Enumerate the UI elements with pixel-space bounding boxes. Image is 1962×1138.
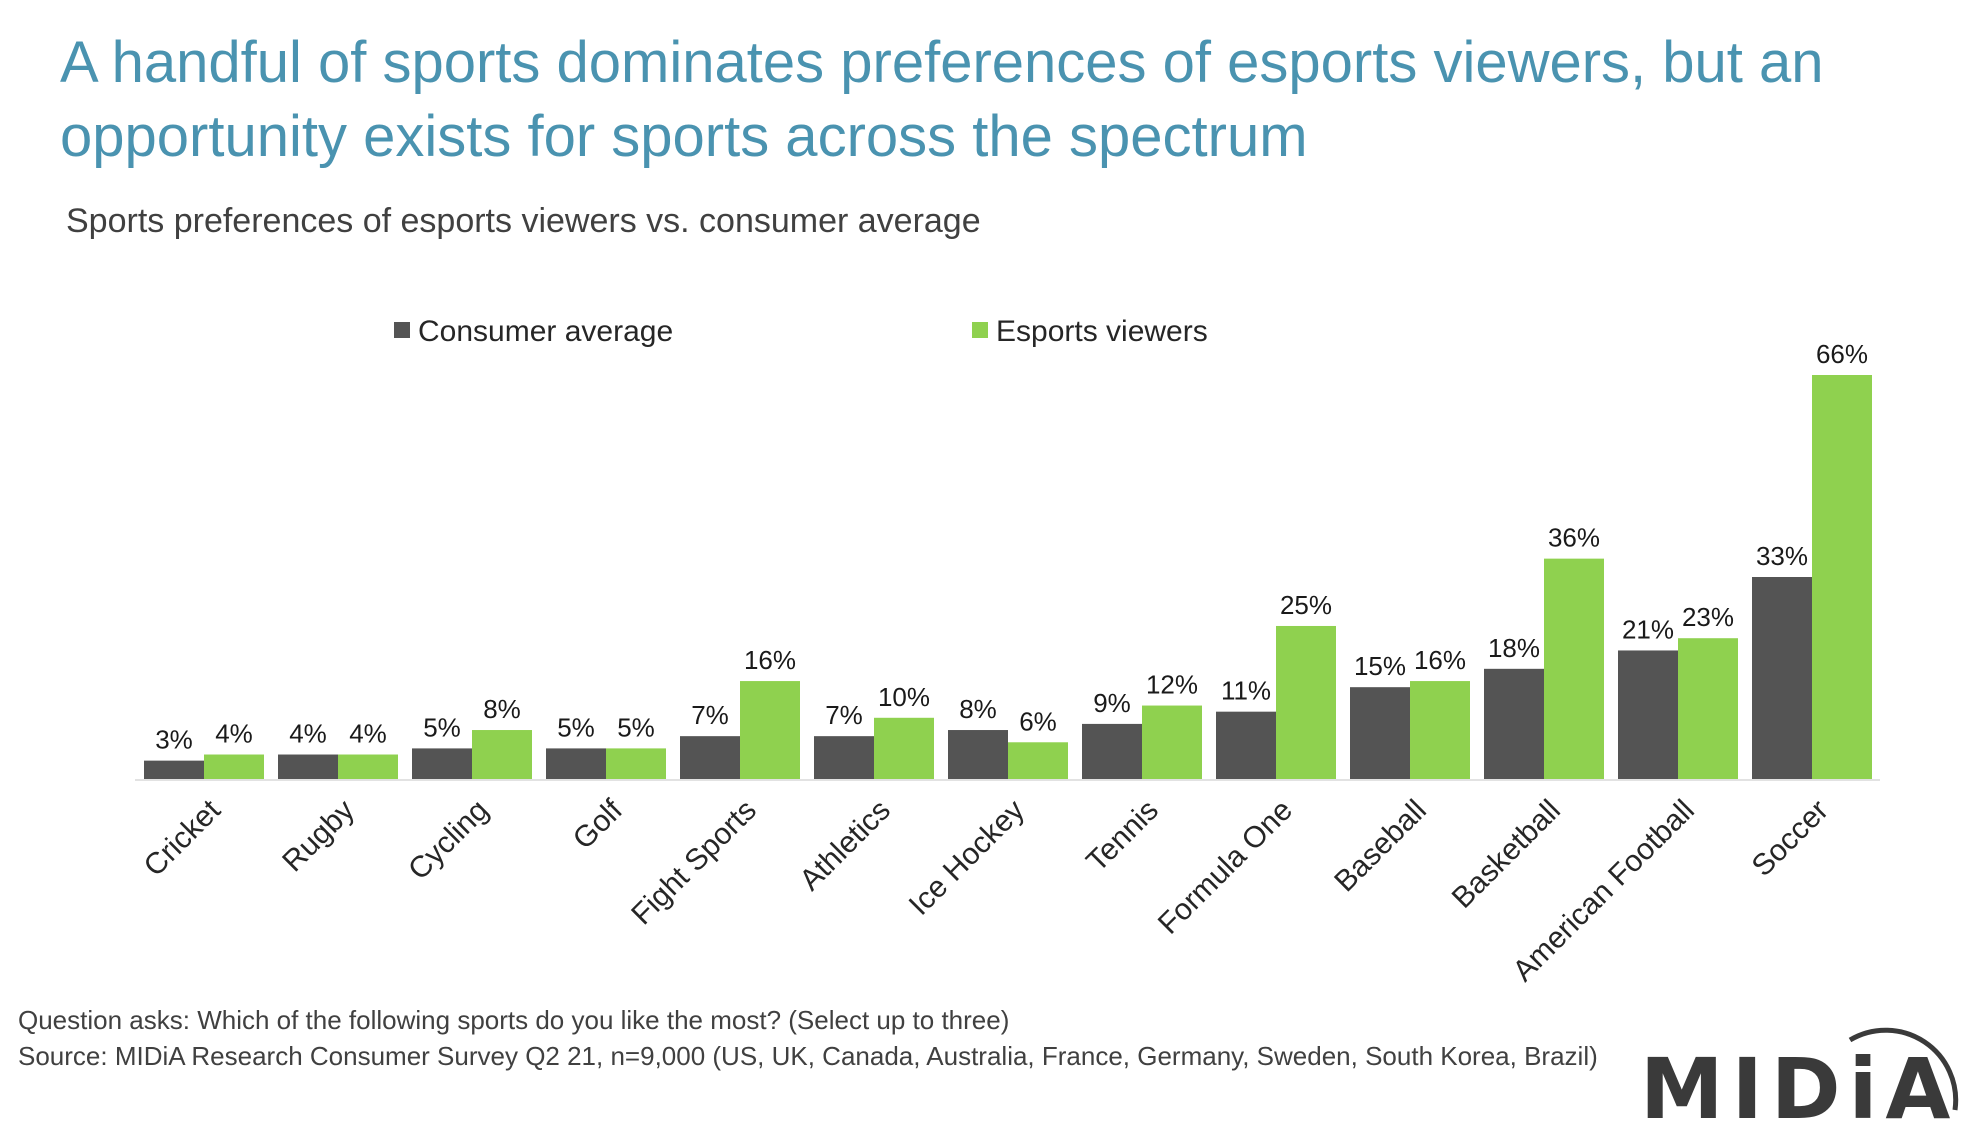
data-label-esports-viewers-ice-hockey: 6% — [1019, 706, 1057, 736]
bar-consumer-average-baseball — [1350, 687, 1410, 779]
data-label-consumer-average-formula-one: 11% — [1221, 676, 1271, 706]
x-tick-label-ice-hockey: Ice Hockey — [903, 794, 1031, 922]
x-tick-label-rugby: Rugby — [276, 794, 361, 879]
data-label-esports-viewers-cycling: 8% — [483, 694, 521, 724]
x-tick-label-formula-one: Formula One — [1152, 794, 1299, 941]
data-label-consumer-average-soccer: 33% — [1756, 541, 1808, 571]
logo-arc-icon — [1848, 1027, 1959, 1111]
data-label-esports-viewers-cricket: 4% — [215, 719, 253, 749]
bar-consumer-average-cricket — [144, 760, 204, 779]
bar-consumer-average-soccer — [1752, 577, 1812, 779]
bar-consumer-average-fight-sports — [680, 736, 740, 779]
bar-consumer-average-golf — [546, 748, 606, 779]
legend-swatch-consumer-average — [394, 322, 410, 338]
bar-esports-viewers-golf — [606, 748, 666, 779]
legend-label-consumer-average: Consumer average — [418, 315, 673, 348]
bar-esports-viewers-basketball — [1544, 558, 1604, 779]
bars-layer: 3% 4% 4% 4% 5% 8% 5% 5% 7% 16% 7% 10% 8% 6% 9% 12% 11% 25… — [144, 339, 1872, 779]
midia-logo: MIDiA — [1640, 1040, 1959, 1138]
x-tick-label-golf: Golf — [567, 793, 630, 856]
data-label-esports-viewers-fight-sports: 16% — [744, 645, 796, 675]
data-label-consumer-average-tennis: 9% — [1093, 688, 1131, 718]
bar-esports-viewers-formula-one — [1276, 625, 1336, 779]
chart-subtitle: Sports preferences of esports viewers vs… — [66, 202, 981, 240]
x-tick-label-baseball: Baseball — [1328, 794, 1433, 899]
data-label-consumer-average-basketball: 18% — [1488, 633, 1540, 663]
data-label-esports-viewers-tennis: 12% — [1146, 670, 1198, 700]
data-label-consumer-average-athletics: 7% — [825, 700, 863, 730]
bar-consumer-average-rugby — [278, 754, 338, 779]
data-label-consumer-average-ice-hockey: 8% — [959, 694, 997, 724]
bar-consumer-average-basketball — [1484, 668, 1544, 779]
bar-chart: Consumer average Esports viewers 3% 4% 4% 4… — [135, 315, 1880, 988]
bar-esports-viewers-cricket — [204, 754, 264, 779]
bar-esports-viewers-soccer — [1812, 375, 1872, 779]
data-label-consumer-average-baseball: 15% — [1354, 651, 1406, 681]
bar-esports-viewers-fight-sports — [740, 681, 800, 779]
data-label-esports-viewers-baseball: 16% — [1414, 645, 1466, 675]
bar-esports-viewers-baseball — [1410, 681, 1470, 779]
footnote: Question asks: Which of the following sp… — [18, 1002, 1638, 1074]
data-label-consumer-average-american-football: 21% — [1622, 614, 1674, 644]
bar-esports-viewers-american-football — [1678, 638, 1738, 779]
x-tick-label-fight-sports: Fight Sports — [625, 794, 763, 932]
data-label-esports-viewers-american-football: 23% — [1682, 602, 1734, 632]
data-label-esports-viewers-athletics: 10% — [878, 682, 930, 712]
bar-consumer-average-formula-one — [1216, 711, 1276, 779]
bar-consumer-average-cycling — [412, 748, 472, 779]
data-label-consumer-average-cycling: 5% — [423, 712, 461, 742]
bar-consumer-average-american-football — [1618, 650, 1678, 779]
x-tick-label-cycling: Cycling — [402, 794, 495, 887]
source-note: Source: MIDiA Research Consumer Survey Q… — [18, 1041, 1598, 1071]
legend: Consumer average Esports viewers — [394, 315, 1208, 348]
bar-esports-viewers-rugby — [338, 754, 398, 779]
bar-consumer-average-tennis — [1082, 723, 1142, 779]
data-label-esports-viewers-basketball: 36% — [1548, 523, 1600, 553]
x-tick-label-soccer: Soccer — [1746, 794, 1835, 883]
bar-esports-viewers-tennis — [1142, 705, 1202, 779]
data-label-esports-viewers-golf: 5% — [617, 712, 655, 742]
bar-esports-viewers-cycling — [472, 730, 532, 779]
legend-label-esports-viewers: Esports viewers — [996, 315, 1208, 348]
x-tick-label-basketball: Basketball — [1446, 794, 1567, 915]
x-tick-label-cricket: Cricket — [138, 793, 228, 883]
bar-esports-viewers-athletics — [874, 717, 934, 779]
chart-title: A handful of sports dominates preference… — [60, 30, 1824, 169]
bar-esports-viewers-ice-hockey — [1008, 742, 1068, 779]
data-label-consumer-average-cricket: 3% — [155, 725, 193, 755]
data-label-consumer-average-golf: 5% — [557, 712, 595, 742]
question-note: Question asks: Which of the following sp… — [18, 1005, 1010, 1035]
legend-swatch-esports-viewers — [972, 322, 988, 338]
bar-consumer-average-ice-hockey — [948, 730, 1008, 779]
data-label-esports-viewers-soccer: 66% — [1816, 339, 1868, 369]
data-label-esports-viewers-rugby: 4% — [349, 719, 387, 749]
x-tick-label-athletics: Athletics — [793, 794, 897, 898]
bar-consumer-average-athletics — [814, 736, 874, 779]
data-label-esports-viewers-formula-one: 25% — [1280, 590, 1332, 620]
x-tick-label-tennis: Tennis — [1080, 794, 1165, 879]
data-label-consumer-average-fight-sports: 7% — [691, 700, 729, 730]
data-label-consumer-average-rugby: 4% — [289, 719, 327, 749]
